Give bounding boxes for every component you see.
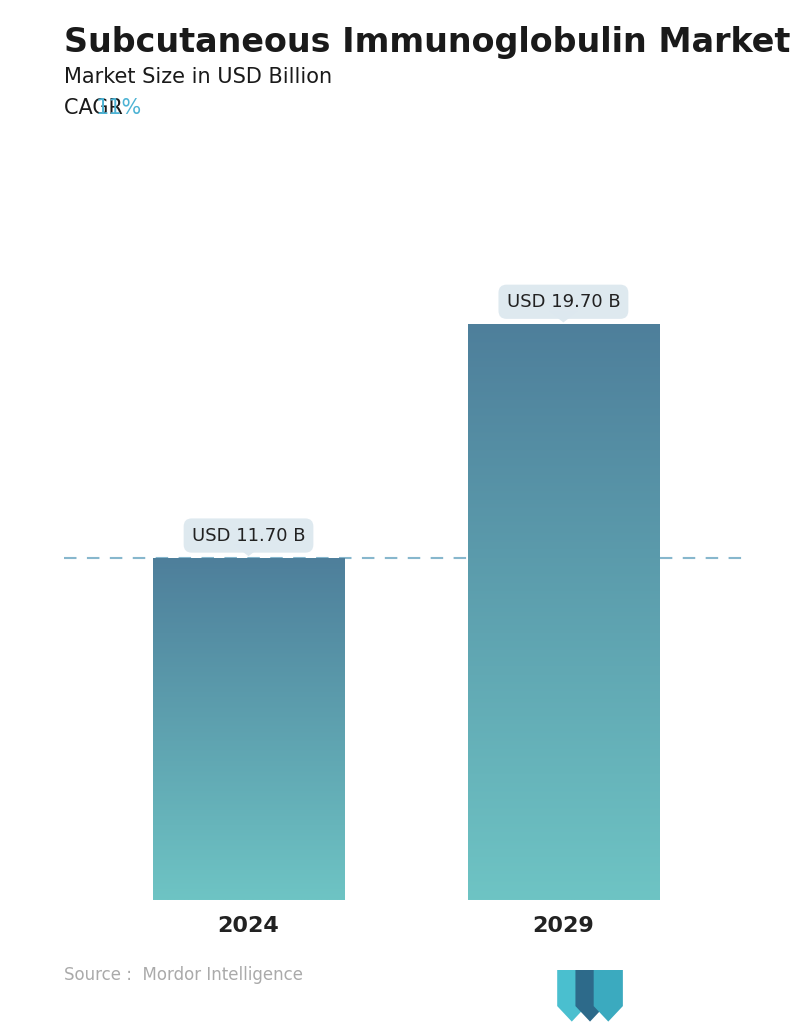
Polygon shape: [233, 545, 263, 556]
Polygon shape: [557, 970, 587, 1022]
Text: USD 19.70 B: USD 19.70 B: [506, 293, 620, 311]
Polygon shape: [548, 311, 579, 323]
Polygon shape: [576, 970, 605, 1022]
Text: USD 11.70 B: USD 11.70 B: [192, 526, 305, 545]
Text: Source :  Mordor Intelligence: Source : Mordor Intelligence: [64, 967, 302, 984]
Text: CAGR: CAGR: [64, 98, 136, 118]
Text: Market Size in USD Billion: Market Size in USD Billion: [64, 67, 332, 87]
Polygon shape: [594, 970, 622, 1022]
Text: 11%: 11%: [96, 98, 142, 118]
Text: Subcutaneous Immunoglobulin Market: Subcutaneous Immunoglobulin Market: [64, 26, 790, 59]
